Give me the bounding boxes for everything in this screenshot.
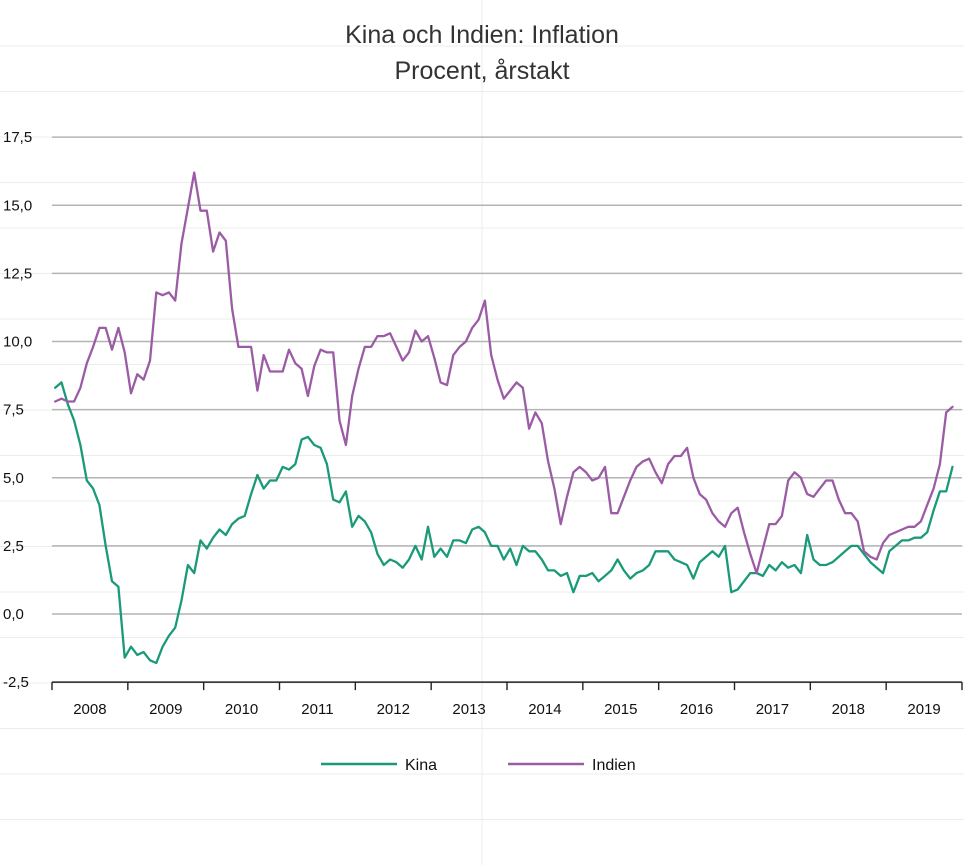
series-line-indien <box>54 171 954 575</box>
y-tick-label: 5,0 <box>3 470 24 487</box>
x-tick-label: 2008 <box>73 701 106 718</box>
x-tick-label: 2019 <box>907 701 940 718</box>
x-tick-label: 2012 <box>377 701 410 718</box>
y-tick-label: 0,0 <box>3 606 24 623</box>
y-tick-label: 15,0 <box>3 197 32 214</box>
x-tick-label: 2011 <box>301 701 333 718</box>
x-tick-label: 2013 <box>452 701 485 718</box>
x-axis: 2008 2009 2010 2011 2012 2013 2014 2015 2016 2017… <box>51 681 963 718</box>
legend-label: Kina <box>405 757 437 774</box>
x-tick-label: 2015 <box>604 701 637 718</box>
y-tick-label: 2,5 <box>3 538 24 555</box>
legend-label: Indien <box>592 757 636 774</box>
y-tick-labels: -2,5 0,0 2,5 5,0 7,5 10,0 12,5 15,0 17,5 <box>3 129 32 691</box>
legend: Kina Indien <box>321 757 636 774</box>
y-tick-label: 10,0 <box>3 334 32 351</box>
x-tick-label: 2017 <box>756 701 789 718</box>
y-tick-label: -2,5 <box>3 674 29 691</box>
y-tick-label: 12,5 <box>3 265 32 282</box>
y-tick-label: 17,5 <box>3 129 32 146</box>
y-tick-label: 7,5 <box>3 402 24 419</box>
series-line-kina <box>54 381 954 665</box>
x-tick-label: 2018 <box>832 701 865 718</box>
x-tick-label: 2014 <box>528 701 561 718</box>
x-tick-label: 2009 <box>149 701 182 718</box>
chart-title: Kina och Indien: Inflation <box>345 21 619 49</box>
x-tick-label: 2016 <box>680 701 713 718</box>
series-lines <box>54 171 954 665</box>
x-tick-label: 2010 <box>225 701 258 718</box>
chart-subtitle: Procent, årstakt <box>394 57 569 85</box>
